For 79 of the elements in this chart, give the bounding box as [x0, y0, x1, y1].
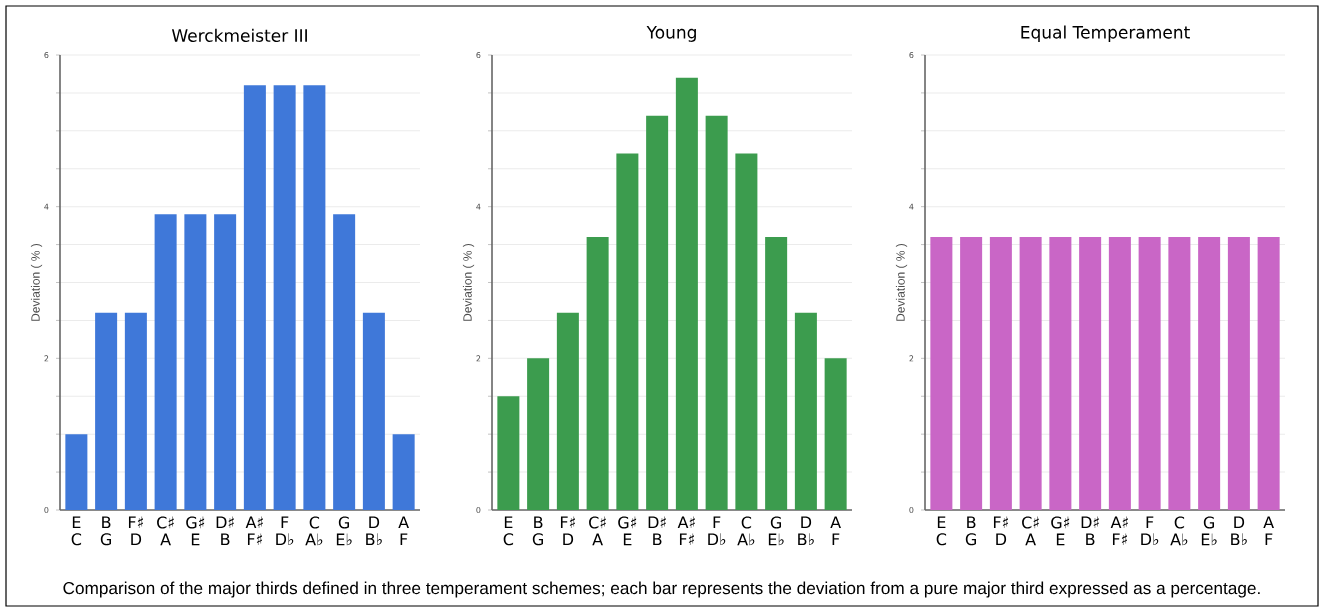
x-tick-label: D B♭ [366, 516, 382, 546]
x-tick-label: F♯ D [128, 516, 143, 546]
x-tick-label: C A♭ [737, 516, 755, 546]
bar [303, 85, 326, 510]
bar [124, 312, 147, 510]
x-tick-label: D B♭ [798, 516, 814, 546]
x-tick-label: G E♭ [1201, 516, 1217, 546]
y-tick-label: 0 [909, 506, 914, 514]
y-tick-label: 4 [476, 203, 481, 210]
y-tick-label: 4 [909, 203, 914, 210]
bar [527, 358, 550, 510]
bar [646, 115, 669, 510]
chart-title: Young [646, 26, 696, 42]
x-tick-label: A F [398, 516, 409, 546]
bar [95, 312, 118, 510]
x-tick-label: G♯ E [618, 516, 637, 546]
chart-title: Werckmeister III [171, 28, 307, 42]
y-tick-label: 4 [44, 203, 49, 210]
x-tick-label: F♯ D [560, 516, 575, 546]
x-tick-label: B G [965, 516, 976, 546]
y-axis-title: Deviation ( % ) [895, 243, 908, 321]
bar [794, 312, 817, 510]
x-tick-label: A♯ F♯ [677, 516, 695, 546]
x-tick-label: B G [532, 516, 543, 546]
x-tick-label: E C [503, 516, 514, 546]
bar [586, 237, 609, 510]
y-axis-title: Deviation ( % ) [30, 243, 43, 321]
y-tick-label: 0 [476, 506, 481, 514]
bar [497, 396, 520, 510]
y-tick-label: 6 [909, 51, 914, 59]
bar [616, 153, 639, 510]
x-tick-label: A F [830, 516, 841, 546]
bar [362, 312, 385, 510]
x-tick-label: A♯ F♯ [1110, 516, 1128, 546]
bar [765, 237, 788, 510]
x-tick-label: E C [936, 516, 947, 546]
y-tick-label: 2 [476, 355, 481, 362]
x-tick-label: F D♭ [276, 516, 294, 546]
x-tick-label: F D♭ [1141, 516, 1159, 546]
chart-title: Equal Temperament [1021, 25, 1190, 42]
bar [243, 85, 266, 510]
y-tick-label: 6 [476, 51, 481, 59]
bar [556, 312, 579, 510]
y-tick-label: 0 [44, 506, 49, 514]
x-tick-label: C♯ A [157, 516, 174, 546]
x-tick-label: A♯ F♯ [245, 516, 263, 546]
x-tick-label: C A♭ [305, 516, 323, 546]
bar [735, 153, 758, 510]
y-axis-title: Deviation ( % ) [462, 243, 475, 321]
bar [65, 434, 88, 510]
x-tick-label: F D♭ [708, 516, 726, 546]
y-tick-label: 6 [44, 51, 49, 59]
x-tick-label: G E♭ [768, 516, 784, 546]
bar [273, 85, 296, 510]
x-tick-label: D♯ B [648, 516, 666, 546]
bar [184, 214, 207, 510]
bar [214, 214, 237, 510]
x-tick-label: E C [71, 516, 82, 546]
bar [154, 214, 177, 510]
bar [824, 358, 847, 510]
x-tick-label: D B♭ [1231, 516, 1247, 546]
y-tick-label: 2 [909, 355, 914, 362]
bar [705, 115, 728, 510]
x-tick-label: D♯ B [1081, 516, 1099, 546]
bar [392, 434, 415, 510]
x-tick-label: C♯ A [1022, 516, 1039, 546]
text: Comparison of the major thirds defined in three temperament schemes; each bar represents the deviation from a pure major third expressed as a percentage. [63, 581, 1260, 598]
x-tick-label: F♯ D [993, 516, 1008, 546]
bar [675, 77, 698, 510]
x-tick-label: G♯ E [186, 516, 205, 546]
bar [333, 214, 356, 510]
x-tick-label: G♯ E [1051, 516, 1070, 546]
x-tick-label: G E♭ [336, 516, 352, 546]
x-tick-label: D♯ B [216, 516, 234, 546]
x-tick-label: B G [100, 516, 111, 546]
y-tick-label: 2 [44, 355, 49, 362]
x-tick-label: C♯ A [589, 516, 606, 546]
x-tick-label: C A♭ [1170, 516, 1188, 546]
x-tick-label: A F [1263, 516, 1274, 546]
